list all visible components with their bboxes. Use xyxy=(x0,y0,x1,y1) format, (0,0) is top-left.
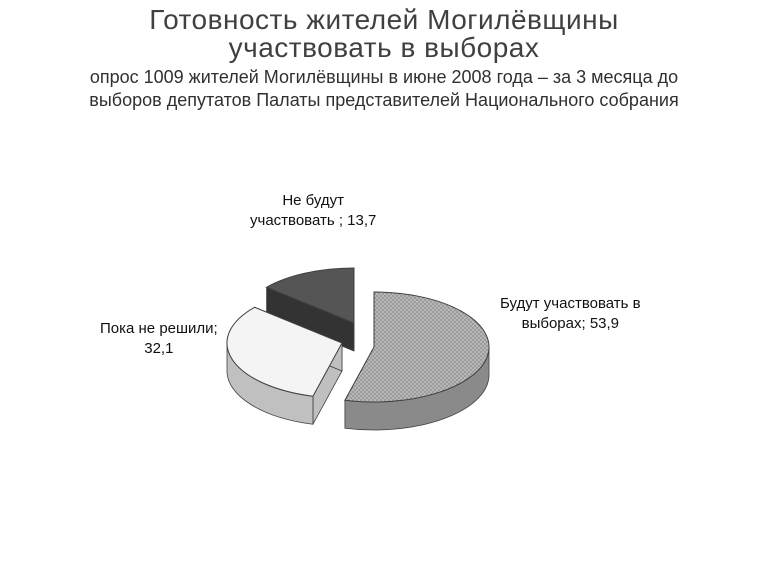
title-block: Готовность жителей Могилёвщины участвова… xyxy=(0,0,768,70)
slice-label-undecided: Пока не решили; 32,1 xyxy=(100,319,218,360)
subtitle: опрос 1009 жителей Могилёвщины в июне 20… xyxy=(0,66,768,119)
title-line-2: участвовать в выборах xyxy=(0,32,768,64)
subtitle-line-1: опрос 1009 жителей Могилёвщины в июне 20… xyxy=(90,67,678,87)
slice-label-not_participate: Не будут участвовать ; 13,7 xyxy=(250,191,376,232)
slice-label-participate: Будут участвовать в выборах; 53,9 xyxy=(500,294,641,335)
pie-chart: Будут участвовать в выборах; 53,9 Пока не… xyxy=(0,119,768,559)
subtitle-line-2: выборов депутатов Палаты представителей … xyxy=(89,90,678,110)
